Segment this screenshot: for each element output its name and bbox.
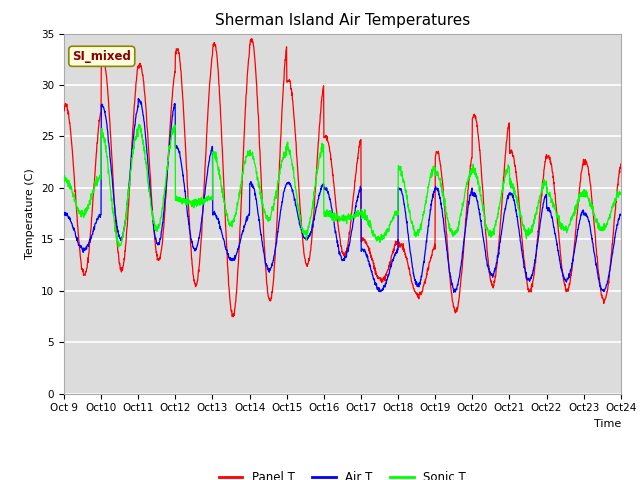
Title: Sherman Island Air Temperatures: Sherman Island Air Temperatures [215, 13, 470, 28]
X-axis label: Time: Time [593, 419, 621, 429]
Legend: Panel T, Air T, Sonic T: Panel T, Air T, Sonic T [214, 466, 471, 480]
Y-axis label: Temperature (C): Temperature (C) [26, 168, 35, 259]
Text: SI_mixed: SI_mixed [72, 50, 131, 63]
